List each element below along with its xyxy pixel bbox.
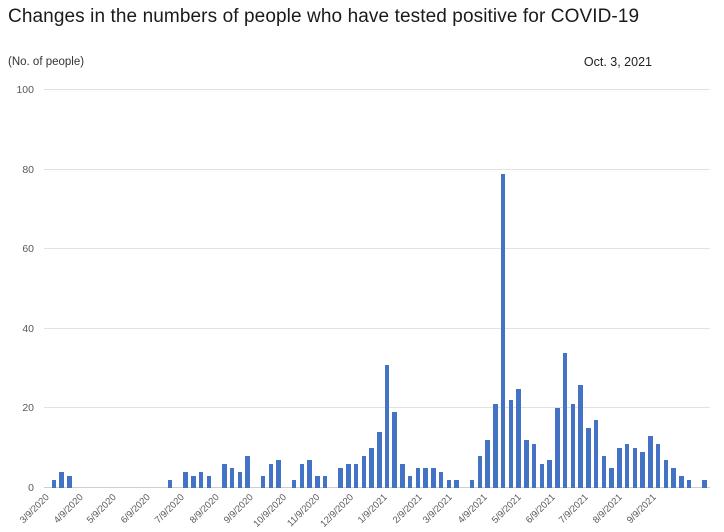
bar [632,448,638,488]
bar [539,464,545,488]
bar [531,444,537,488]
bar [686,480,692,488]
bar [361,456,366,488]
bar [338,468,343,488]
bar [601,456,607,488]
y-axis-tick-labels: 0 20 40 60 80 100 [0,84,38,494]
bar [322,476,328,488]
gridline-100 [44,89,710,90]
bar [245,456,250,488]
bar [500,173,506,488]
bar [617,448,622,488]
bar [477,456,483,488]
y-tick-label: 20 [22,402,34,415]
bar [663,460,669,488]
gridline-80 [44,168,710,170]
y-tick-label: 60 [22,243,34,256]
bar [648,436,653,488]
bar [485,440,490,488]
bar [570,404,576,488]
bar [260,476,266,488]
bar [640,452,645,488]
y-tick-label: 80 [22,163,34,176]
bar [384,364,390,488]
bar [423,468,428,488]
gridline-60 [44,248,710,250]
y-tick-label: 0 [28,482,34,494]
bar [438,472,444,488]
gridline-20 [44,407,710,409]
bar [593,420,599,488]
y-tick-label: 100 [16,84,34,96]
bar [609,468,614,488]
bar [702,480,707,488]
bar [315,476,320,488]
bar [555,408,560,488]
bar [516,388,521,488]
bar [369,448,374,488]
bar [392,412,397,488]
gridline-40 [44,327,710,329]
bar [346,464,351,488]
bar [446,480,452,488]
bar [51,480,57,488]
bar [276,460,281,488]
bar [547,460,552,488]
bar [624,444,630,488]
bar [377,432,382,488]
bar [415,468,421,488]
x-axis-tick-labels: 3/9/2020 4/9/2020 5/9/2020 6/9/2020 7/9/2020… [17,492,659,530]
bar [469,480,475,488]
bar [562,352,568,488]
bar [206,476,212,488]
bar [183,472,188,488]
bar [454,480,459,488]
bar [299,464,305,488]
bar [59,472,64,488]
y-axis-unit-label: (No. of people) [8,56,85,68]
bar [229,468,235,488]
bar [586,428,591,488]
bar [493,404,498,488]
bar [407,476,413,488]
bar [655,444,661,488]
bar [167,480,173,488]
bar [508,400,514,488]
bar [191,476,196,488]
as-of-date-label: Oct. 3, 2021 [583,55,652,69]
bar [268,464,274,488]
bar [679,476,684,488]
y-tick-label: 40 [22,322,34,335]
bar [67,476,72,488]
bar [400,464,405,488]
bar [431,468,436,488]
chart-title: Changes in the numbers of people who hav… [8,6,640,27]
bar [671,468,676,488]
bar [524,440,529,488]
bar [222,464,227,488]
bar [307,460,312,488]
bar [291,480,297,488]
bar [198,472,204,488]
plot-area [44,89,710,488]
bar [353,464,359,488]
bar [578,384,583,488]
bar [237,472,243,488]
